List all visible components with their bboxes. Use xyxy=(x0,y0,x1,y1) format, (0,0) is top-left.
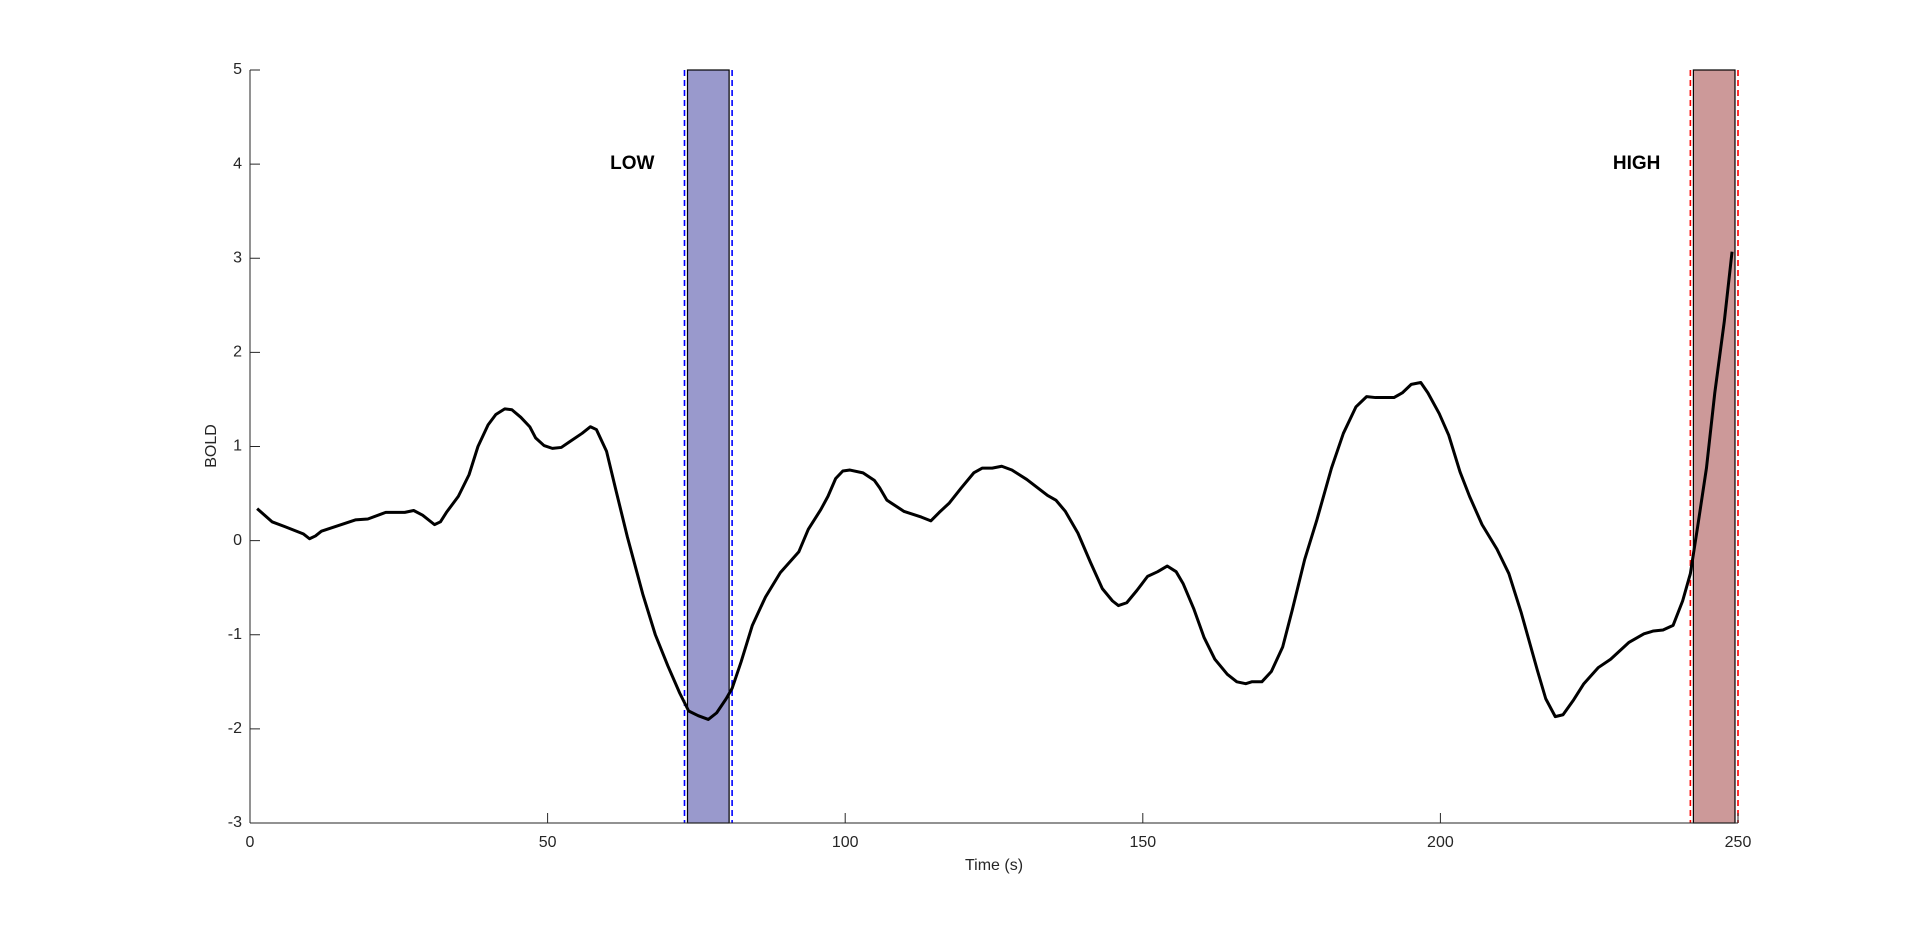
y-tick-label: 0 xyxy=(233,532,242,549)
y-tick-label: -1 xyxy=(228,626,242,643)
y-axis-label: BOLD xyxy=(203,424,220,468)
x-tick-label: 150 xyxy=(1129,834,1156,851)
region-label: HIGH xyxy=(1613,153,1661,174)
x-axis-label: Time (s) xyxy=(965,857,1023,874)
data-line xyxy=(256,251,1734,721)
y-tick-label: -2 xyxy=(228,720,242,737)
x-tick-label: 200 xyxy=(1427,834,1454,851)
x-tick-label: 0 xyxy=(246,834,255,851)
region-band xyxy=(686,69,730,824)
region-label: LOW xyxy=(610,153,654,174)
y-tick-label: 3 xyxy=(233,249,242,266)
y-tick-label: 2 xyxy=(233,344,242,361)
y-tick-label: 4 xyxy=(233,155,242,172)
y-tick-label: 5 xyxy=(233,61,242,78)
y-tick-label: -3 xyxy=(228,814,242,831)
x-tick-label: 50 xyxy=(539,834,557,851)
x-tick-label: 250 xyxy=(1725,834,1752,851)
x-tick-label: 100 xyxy=(832,834,859,851)
y-tick-label: 1 xyxy=(233,438,242,455)
region-band xyxy=(1692,69,1736,824)
